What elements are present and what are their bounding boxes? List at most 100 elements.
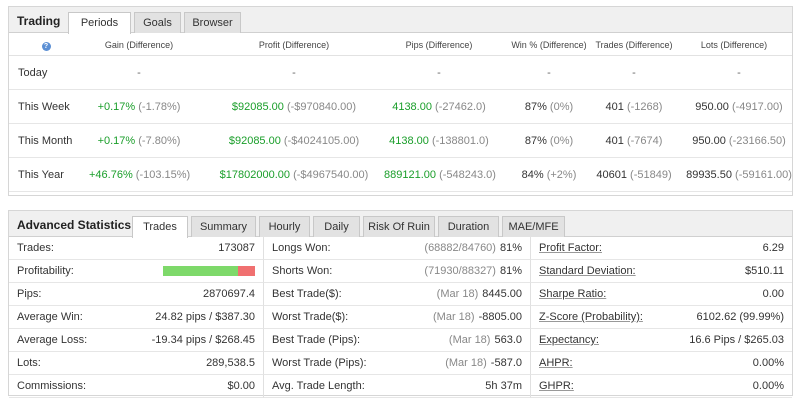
lots-difference: (-59161.00) [735, 169, 792, 181]
tab-browser[interactable]: Browser [184, 12, 241, 33]
stat-label: Avg. Trade Length: [272, 380, 365, 392]
trades-difference: (-1268) [626, 101, 663, 113]
tab-daily[interactable]: Daily [313, 216, 360, 237]
stat-value: 2870697.4 [203, 288, 255, 300]
stat-label: Best Trade (Pips): [272, 334, 361, 346]
help-icon[interactable]: ? [39, 40, 53, 51]
stat-value: 0.00 [763, 288, 784, 300]
col-lots: Lots (Difference) [700, 40, 768, 50]
period-row: Today - - - - - - [9, 56, 792, 90]
cell-lots: - [679, 67, 799, 79]
gain-value: +0.17% [97, 101, 136, 113]
tab-mae-mfe[interactable]: MAE/MFE [502, 216, 565, 237]
advanced-tabbar: Advanced Statistics Trades Summary Hourl… [9, 211, 792, 238]
tab-trades[interactable]: Trades [132, 216, 188, 238]
stat-label: Best Trade($): [272, 288, 342, 300]
trading-tabbar: Trading Periods Goals Browser [9, 7, 792, 34]
trades-value: 401 [605, 135, 624, 147]
stat-value: (Mar 18) 563.0 [449, 334, 522, 346]
profit-value: - [292, 67, 296, 79]
stat-label[interactable]: Standard Deviation: [539, 265, 636, 277]
stat-row: Worst Trade (Pips): (Mar 18) -587.0 [263, 352, 530, 375]
win-value: 84% [521, 169, 544, 181]
lots-value: - [737, 67, 741, 79]
stat-row: Commissions: $0.00 [9, 375, 263, 398]
cell-win: 84% (+2%) [494, 169, 604, 181]
stat-row: Lots: 289,538.5 [9, 352, 263, 375]
stat-label[interactable]: GHPR: [539, 380, 574, 392]
stat-row: Z-Score (Probability): 6102.62 (99.99%) [530, 306, 792, 329]
stat-subvalue: (Mar 18) [436, 288, 479, 300]
cell-pips: - [384, 67, 494, 79]
tab-duration[interactable]: Duration [438, 216, 499, 237]
profit-difference: (-$4967540.00) [293, 169, 369, 181]
col-pips: Pips (Difference) [405, 40, 473, 50]
tab-periods[interactable]: Periods [68, 12, 131, 34]
cell-lots: 950.00 (-4917.00) [679, 101, 799, 113]
stat-row: Average Win: 24.82 pips / $387.30 [9, 306, 263, 329]
stat-subvalue: (Mar 18) [448, 334, 491, 346]
tab-summary[interactable]: Summary [191, 216, 256, 237]
cell-win: 87% (0%) [494, 101, 604, 113]
tab-risk-of-ruin[interactable]: Risk Of Ruin [363, 216, 435, 237]
cell-pips: 4138.00 (-27462.0) [384, 101, 494, 113]
pips-value: 4138.00 [392, 101, 432, 113]
periods-header: ? Gain (Difference) Profit (Difference) … [9, 34, 792, 56]
tab-hourly[interactable]: Hourly [259, 216, 310, 237]
stat-row: Expectancy: 16.6 Pips / $265.03 [530, 329, 792, 352]
period-label: Today [18, 67, 48, 79]
stat-label[interactable]: Sharpe Ratio: [539, 288, 607, 300]
stat-label: Worst Trade (Pips): [272, 357, 367, 369]
stat-value: $0.00 [227, 380, 255, 392]
period-row: This Month +0.17% (-7.80%) $92085.00 (-$40… [9, 124, 792, 158]
stat-label[interactable]: Z-Score (Probability): [539, 311, 643, 323]
stat-label[interactable]: Expectancy: [539, 334, 599, 346]
cell-profit: $92085.00 (-$970840.00) [204, 101, 384, 113]
profit-difference: (-$970840.00) [286, 101, 357, 113]
stat-main-value: 8445.00 [482, 288, 522, 300]
stat-label: Worst Trade($): [272, 311, 349, 323]
pips-difference: (-548243.0) [439, 169, 496, 181]
gain-value: +0.17% [97, 135, 136, 147]
pips-value: - [437, 67, 441, 79]
period-row: This Week +0.17% (-1.78%) $92085.00 (-$970… [9, 90, 792, 124]
stat-main-value: 5h 37m [485, 380, 522, 392]
stat-row: Pips: 2870697.4 [9, 283, 263, 306]
lots-value: 89935.50 [686, 169, 732, 181]
trades-value: 401 [605, 101, 624, 113]
stat-value: 173087 [218, 242, 255, 254]
period-label: This Year [18, 169, 64, 181]
profitability-bar-fill [163, 266, 238, 276]
cell-trades: 40601 (-51849) [579, 169, 689, 181]
profitability-bar [163, 266, 255, 276]
cell-win: - [494, 67, 604, 79]
cell-gain: +46.76% (-103.15%) [89, 169, 191, 181]
stat-label: Trades: [17, 242, 54, 254]
periods-table: ? Gain (Difference) Profit (Difference) … [9, 34, 792, 192]
cell-gain: +0.17% (-1.78%) [89, 101, 189, 113]
pips-difference: (-27462.0) [435, 101, 486, 113]
win-value: 87% [524, 101, 547, 113]
stat-subvalue: (Mar 18) [445, 357, 487, 369]
stat-value: 6.29 [763, 242, 784, 254]
gain-difference: (-103.15%) [135, 169, 191, 181]
trading-title: Trading [17, 14, 61, 28]
stat-row: Shorts Won: (71930/88327) 81% [263, 260, 530, 283]
stat-value: 5h 37m [485, 380, 522, 392]
stat-label[interactable]: AHPR: [539, 357, 573, 369]
stat-subvalue: (Mar 18) [433, 311, 475, 323]
cell-win: 87% (0%) [494, 135, 604, 147]
win-difference: (0%) [549, 101, 574, 113]
tab-goals[interactable]: Goals [134, 12, 181, 33]
stat-main-value: $510.11 [745, 265, 784, 277]
trades-difference: (-7674) [626, 135, 663, 147]
stat-main-value: 81% [499, 265, 522, 277]
win-value: - [547, 67, 551, 79]
stat-main-value: -8805.00 [478, 311, 522, 323]
trades-difference: (-51849) [630, 169, 672, 181]
advanced-statistics-panel: Advanced Statistics Trades Summary Hourl… [8, 210, 793, 398]
lots-value: 950.00 [695, 101, 729, 113]
period-row: This Year +46.76% (-103.15%) $17802000.00 … [9, 158, 792, 192]
stat-label: Shorts Won: [272, 265, 333, 277]
stat-label[interactable]: Profit Factor: [539, 242, 602, 254]
